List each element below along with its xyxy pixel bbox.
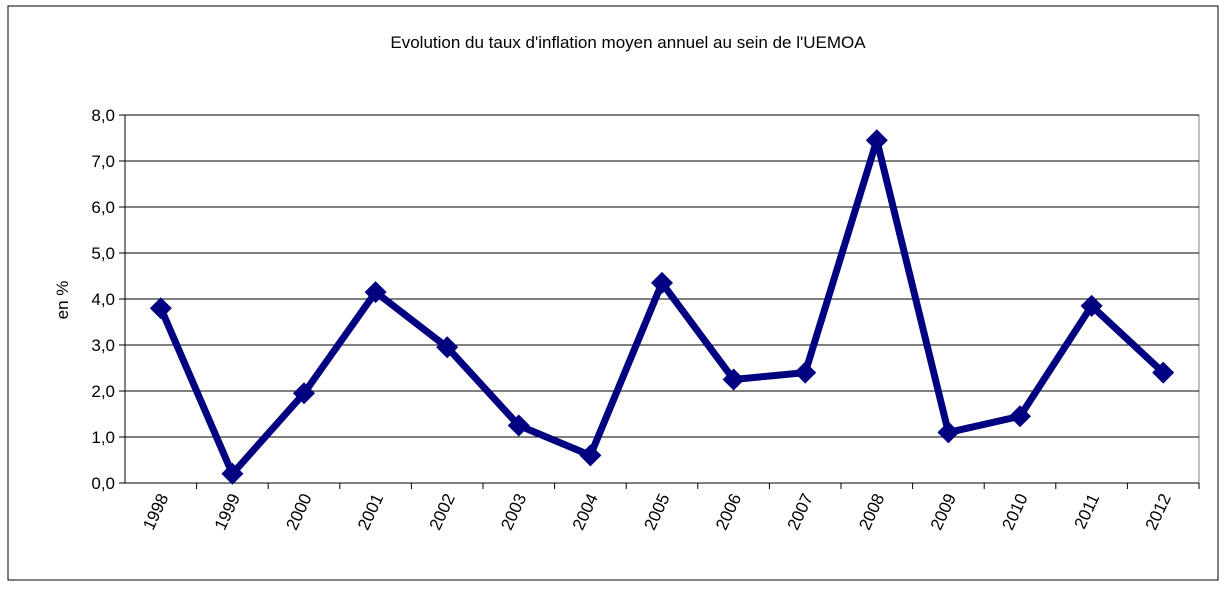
point-marker (865, 129, 888, 152)
point-marker (722, 368, 745, 391)
point-marker (221, 462, 244, 485)
point-marker (794, 361, 817, 384)
y-tick-label: 2,0 (91, 382, 115, 401)
point-marker (1009, 405, 1031, 428)
y-tick-label: 5,0 (91, 244, 115, 263)
point-marker (364, 281, 387, 304)
point-marker (436, 336, 459, 359)
y-tick-label: 6,0 (91, 198, 115, 217)
y-tick-label: 8,0 (91, 106, 115, 125)
chart-title: Evolution du taux d'inflation moyen annu… (390, 33, 866, 52)
point-marker (651, 271, 673, 294)
point-marker (149, 297, 172, 320)
point-marker (293, 382, 315, 405)
y-axis-label: en % (53, 281, 72, 320)
point-marker (507, 414, 530, 437)
point-marker (1080, 294, 1103, 317)
point-marker (937, 421, 960, 444)
point-marker (1152, 361, 1175, 384)
y-tick-label: 1,0 (91, 428, 115, 447)
y-tick-label: 0,0 (91, 474, 115, 493)
point-marker (579, 444, 602, 467)
y-tick-label: 3,0 (91, 336, 115, 355)
y-tick-label: 4,0 (91, 290, 115, 309)
y-tick-label: 7,0 (91, 152, 115, 171)
